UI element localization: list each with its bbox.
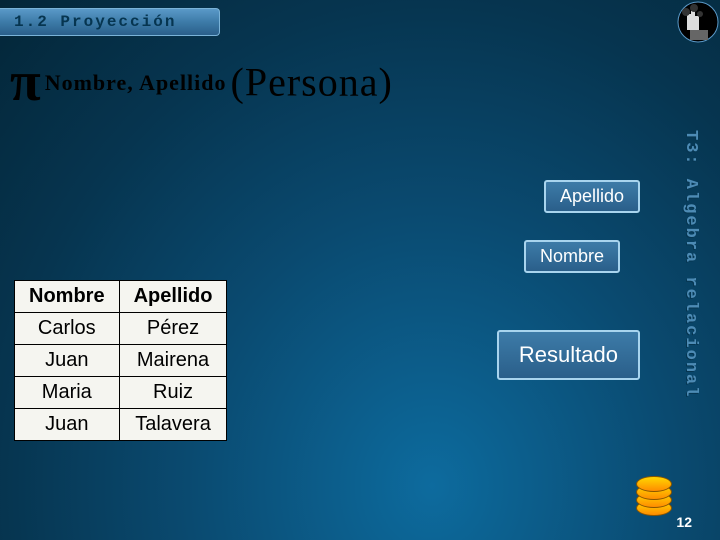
result-box: Resultado xyxy=(497,330,640,380)
table-header: Apellido xyxy=(119,281,227,313)
table-row: Juan Mairena xyxy=(15,345,227,377)
page-section-title: 1.2 Proyección xyxy=(14,13,176,31)
header-bar: 1.2 Proyección xyxy=(0,8,220,36)
persona-table: Nombre Apellido Carlos Pérez Juan Mairen… xyxy=(14,280,227,441)
table-header: Nombre xyxy=(15,281,120,313)
formula-relation: (Persona) xyxy=(231,60,393,105)
attribute-box-apellido: Apellido xyxy=(544,180,640,213)
corner-logo-icon xyxy=(660,0,720,50)
table-header-row: Nombre Apellido xyxy=(15,281,227,313)
table-row: Maria Ruiz xyxy=(15,377,227,409)
attribute-box-nombre: Nombre xyxy=(524,240,620,273)
sidebar-chapter-label: T3: Algebra relacional xyxy=(681,130,700,398)
projection-formula: π Nombre, Apellido (Persona) xyxy=(10,50,393,114)
database-icon xyxy=(636,472,676,522)
table-row: Carlos Pérez xyxy=(15,313,227,345)
page-number: 12 xyxy=(676,514,692,530)
pi-operator: π xyxy=(10,51,41,113)
table-row: Juan Talavera xyxy=(15,409,227,441)
formula-subscript: Nombre, Apellido xyxy=(45,70,227,95)
